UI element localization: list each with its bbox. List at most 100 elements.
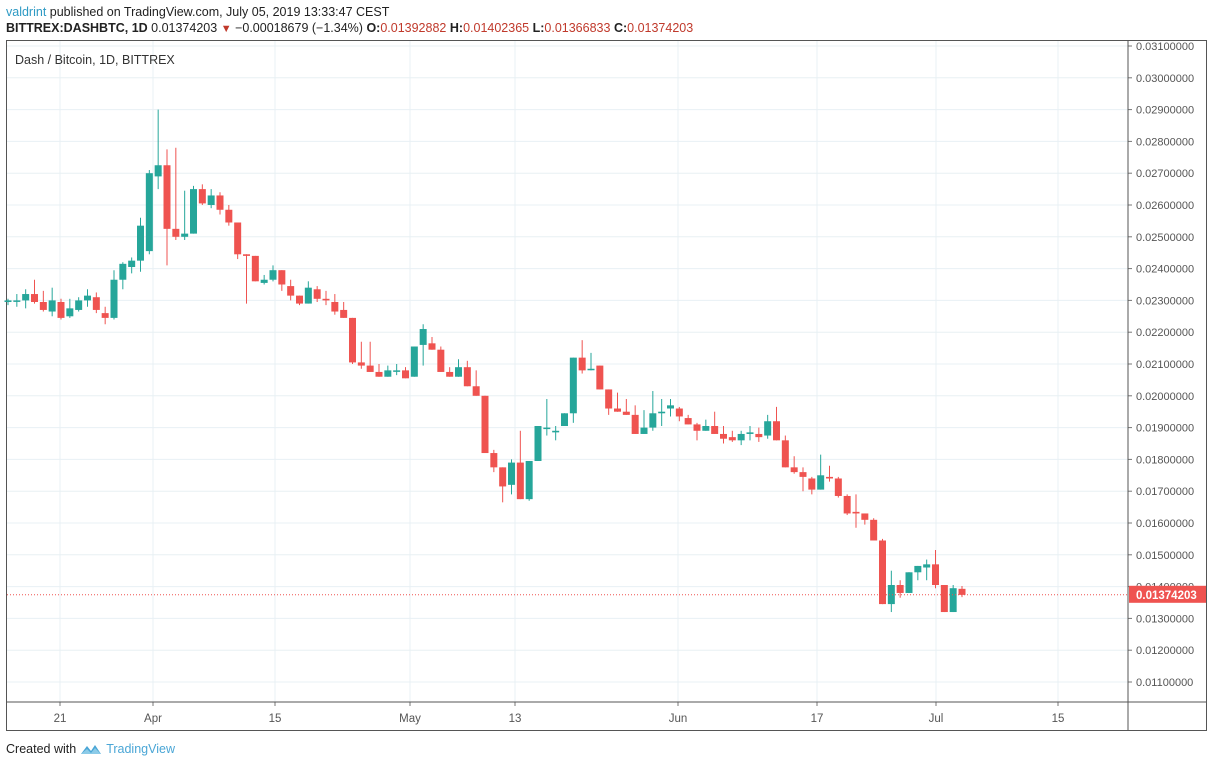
y-tick-label: 0.03000000 [1136,73,1194,85]
candle [534,426,542,461]
candle [543,398,551,436]
candle [879,538,886,605]
candle [172,147,180,240]
y-tick-label: 0.03100000 [1136,41,1194,53]
candle [861,513,869,525]
candle [260,274,268,285]
candle [402,367,409,379]
x-tick-label: May [399,713,421,725]
y-tick-label: 0.01100000 [1136,677,1193,689]
candle [561,413,568,427]
candle [790,456,798,474]
candle [516,430,524,500]
x-tick-label: 13 [509,713,522,725]
candle [508,459,515,495]
candle [57,298,65,320]
candle [658,398,666,427]
y-tick-label: 0.02200000 [1136,327,1194,339]
candle [817,454,825,490]
candle [225,205,233,226]
candle [870,518,878,541]
candle [251,255,259,282]
down-arrow-icon: ▼ [220,23,232,35]
ohlc-line: BITTREX:DASHBTC, 1D 0.01374203 ▼ −0.0001… [6,21,693,35]
candle [923,559,931,581]
last-price-badge [1129,585,1206,603]
candle [755,427,763,442]
tradingview-link[interactable]: TradingView [106,742,175,756]
candle [119,262,127,290]
y-tick-label: 0.01500000 [1136,550,1194,562]
y-tick-label: 0.02900000 [1136,105,1194,117]
candle [66,298,74,318]
candle [340,301,348,318]
candle [216,192,224,215]
candle [605,389,613,415]
y-tick-label: 0.01600000 [1136,518,1194,530]
candle [190,185,197,234]
candle [746,426,754,441]
candle [110,270,118,320]
low-label: L: [532,21,545,35]
candle [905,572,913,593]
footer: Created with TradingView [6,742,175,756]
candle [781,435,789,468]
candle [13,294,21,307]
created-with-label: Created with [6,742,77,756]
chart-frame [6,40,1207,731]
y-tick-label: 0.01800000 [1136,454,1194,466]
candle [198,184,206,205]
candle [31,279,38,304]
x-tick-label: 15 [269,713,282,725]
candle [163,149,171,266]
x-tick-label: 15 [1052,713,1065,725]
y-tick-label: 0.02800000 [1136,136,1194,148]
candle [4,298,12,306]
candle [826,465,833,482]
candle [675,406,683,422]
candle [304,281,312,304]
publish-line: valdrint published on TradingView.com, J… [6,5,389,19]
candle [764,414,772,439]
candle [720,426,727,444]
author-link[interactable]: valdrint [6,5,47,19]
candle [410,346,418,377]
price-change: −0.00018679 (−1.34%) [235,21,363,35]
candle [145,170,153,255]
candle [322,290,330,306]
published-text: published on TradingView.com, July 05, 2… [49,5,390,19]
y-tick-label: 0.02500000 [1136,232,1194,244]
candle [234,222,242,260]
close-label: C: [613,21,628,35]
candle [243,254,250,304]
candle [384,365,392,377]
candle [366,341,374,372]
candle [640,410,648,434]
candle [499,467,507,503]
candle [737,430,745,446]
plot-title: Dash / Bitcoin, 1D, BITTREX [15,53,175,67]
candle [525,460,533,501]
candle [39,290,47,312]
candle [852,494,860,528]
y-tick-label: 0.02300000 [1136,295,1194,307]
candle [773,406,780,441]
candle [649,391,657,431]
candle [287,279,295,301]
candle [375,364,383,377]
candle [958,585,966,598]
candle [490,449,498,473]
candle [843,494,851,516]
candle [481,395,489,454]
candle [614,392,621,412]
candle [914,565,922,581]
candle [711,411,719,434]
open-label: O: [366,21,381,35]
x-tick-label: 21 [54,713,67,725]
candle [622,398,630,415]
candle [84,289,91,307]
candle [446,367,454,377]
candle [207,189,215,209]
candle [887,570,895,613]
